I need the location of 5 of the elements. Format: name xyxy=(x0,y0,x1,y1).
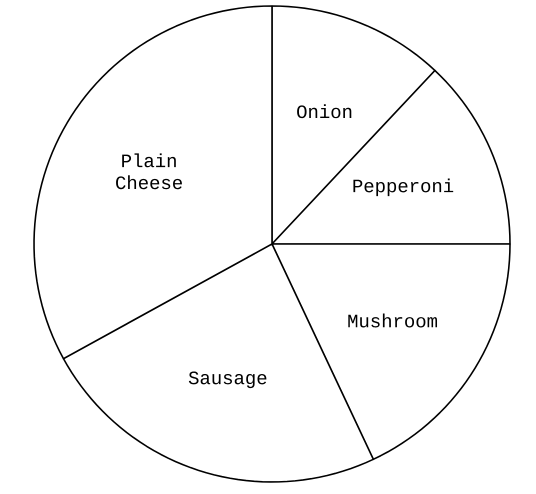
slice-label: Onion xyxy=(297,104,352,118)
slice-label: Sausage xyxy=(188,372,266,388)
slice-label: Pepperoni xyxy=(353,178,454,196)
slice-label: Mushroom xyxy=(348,314,438,328)
slice-label: Plain Cheese xyxy=(116,153,182,190)
